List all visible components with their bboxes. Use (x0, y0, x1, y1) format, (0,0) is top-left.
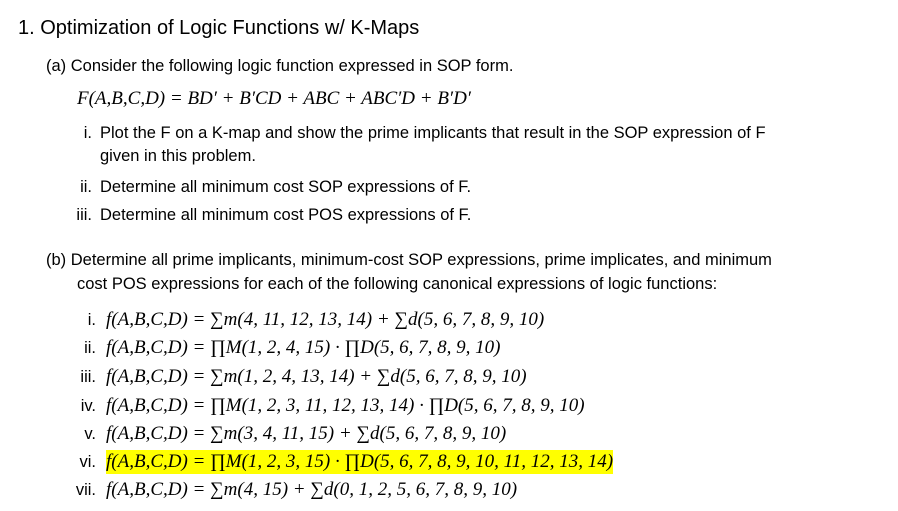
item-number: ii. (80, 178, 92, 196)
part-a-item-text: given in this problem. (100, 147, 256, 165)
item-number: i. (87, 311, 96, 329)
part-b-label-cont: cost POS expressions for each of the fol… (77, 275, 718, 293)
part-a-item-text: Plot the F on a K-map and show the prime… (100, 124, 766, 142)
part-a-equation: F(A,B,C,D) = BD′ + B′CD + ABC + ABC′D + … (77, 88, 471, 109)
logic-expression: f(A,B,C,D) = ∑m(4, 11, 12, 13, 14) + ∑d(… (106, 309, 545, 330)
logic-expression: f(A,B,C,D) = ∑m(3, 4, 11, 15) + ∑d(5, 6,… (106, 423, 507, 444)
part-a-label: (a) Consider the following logic functio… (46, 57, 514, 75)
logic-expression: f(A,B,C,D) = ∏M(1, 2, 3, 11, 12, 13, 14)… (106, 395, 585, 416)
item-number: v. (84, 425, 96, 443)
section-title: 1. Optimization of Logic Functions w/ K-… (18, 17, 420, 39)
part-a-item-text: Determine all minimum cost POS expressio… (100, 206, 472, 224)
logic-expression: f(A,B,C,D) = ∑m(4, 15) + ∑d(0, 1, 2, 5, … (106, 479, 518, 500)
part-a-item-text: Determine all minimum cost SOP expressio… (100, 178, 472, 196)
logic-expression: f(A,B,C,D) = ∏M(1, 2, 4, 15) · ∏D(5, 6, … (106, 337, 501, 358)
item-number: i. (83, 124, 92, 142)
logic-expression: f(A,B,C,D) = ∑m(1, 2, 4, 13, 14) + ∑d(5,… (106, 366, 527, 387)
item-number: iii. (80, 368, 96, 386)
highlighted-expression: f(A,B,C,D) = ∏M(1, 2, 3, 15) · ∏D(5, 6, … (106, 450, 614, 474)
part-b-label: (b) Determine all prime implicants, mini… (46, 251, 772, 269)
item-number: vi. (79, 453, 97, 471)
item-number: iv. (80, 397, 96, 415)
item-number: ii. (84, 339, 96, 357)
item-number: iii. (76, 206, 92, 224)
item-number: vii. (75, 481, 96, 499)
